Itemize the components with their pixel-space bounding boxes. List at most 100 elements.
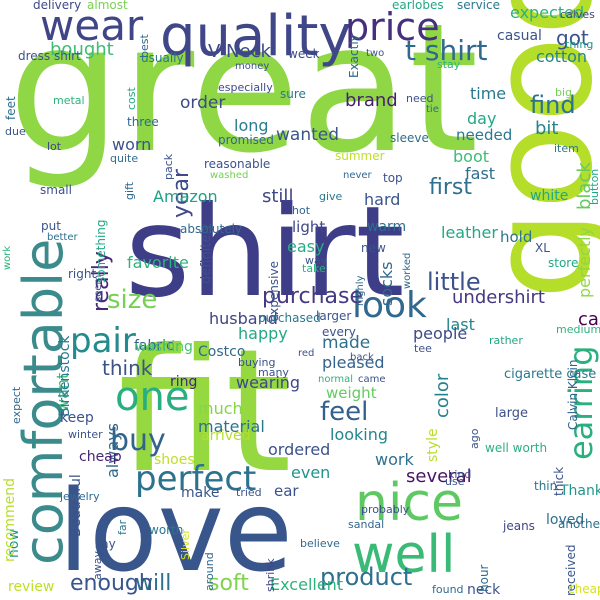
word-calvin-klein: Calvin Klein bbox=[566, 360, 580, 430]
word-white: white bbox=[530, 188, 568, 204]
word-work: work bbox=[375, 450, 414, 469]
word-definitely: definitely bbox=[199, 223, 214, 284]
word-lot: lot bbox=[47, 140, 62, 153]
word-husband: husband bbox=[209, 309, 278, 328]
word-thing: thing bbox=[565, 38, 593, 51]
word-reasonable: reasonable bbox=[204, 157, 270, 171]
word-something: something bbox=[94, 219, 108, 283]
word-another: another bbox=[558, 517, 600, 531]
word-especially: especially bbox=[218, 81, 273, 94]
word-large: large bbox=[495, 406, 528, 421]
word-ago: ago bbox=[468, 428, 481, 449]
word-fast: fast bbox=[465, 164, 495, 183]
word-winter: winter bbox=[68, 428, 103, 441]
word-delivery: delivery bbox=[33, 0, 81, 12]
word-need: need bbox=[406, 92, 434, 105]
word-perfect: perfect bbox=[135, 459, 256, 499]
word-purchased: purchased bbox=[258, 311, 321, 325]
word-bought: bought bbox=[50, 39, 114, 60]
word-sleeve: sleeve bbox=[390, 131, 429, 145]
word-kind: kind bbox=[448, 468, 471, 481]
word-fabric: fabric bbox=[134, 338, 174, 354]
word-want: want bbox=[53, 373, 72, 412]
word-really: really bbox=[89, 251, 114, 312]
word-far: far bbox=[116, 519, 129, 535]
word-calves: calves bbox=[560, 8, 595, 21]
word-week: week bbox=[288, 47, 320, 61]
word-put: put bbox=[41, 219, 61, 233]
word-three: three bbox=[127, 115, 159, 129]
word-found: found bbox=[432, 583, 464, 596]
word-purchase: purchase bbox=[262, 284, 363, 309]
word-look: look bbox=[352, 285, 427, 326]
word-thin: thin bbox=[534, 479, 557, 493]
word-size: size bbox=[107, 285, 157, 315]
word-thick: thick bbox=[552, 467, 566, 496]
word-service: service bbox=[457, 0, 500, 12]
word-recommend: recommend bbox=[2, 478, 18, 562]
word-worked: worked bbox=[402, 253, 413, 289]
word-away: away bbox=[91, 551, 104, 580]
word-love: love bbox=[58, 467, 293, 597]
word-always: always bbox=[103, 423, 122, 478]
word-buying: buying bbox=[238, 356, 275, 369]
word-material: material bbox=[198, 417, 265, 436]
word-metal: metal bbox=[53, 94, 85, 107]
word-larger: larger bbox=[316, 309, 351, 323]
word-ring: ring bbox=[170, 374, 197, 390]
word-highly: highly bbox=[355, 275, 366, 306]
word-color: color bbox=[432, 373, 453, 418]
word-expensive: expensive bbox=[267, 261, 281, 322]
word-big: big bbox=[555, 86, 572, 99]
word-almost: almost bbox=[87, 0, 128, 12]
word-absolutely: absolutely bbox=[180, 222, 242, 236]
word-style: style bbox=[425, 428, 441, 462]
word-many: many bbox=[258, 366, 289, 379]
word-button: button bbox=[588, 169, 600, 205]
word-perfectly: perfectly bbox=[575, 227, 594, 298]
word-medium: medium bbox=[556, 323, 600, 336]
word-costco: Costco bbox=[198, 344, 245, 360]
word-received: received bbox=[564, 545, 578, 596]
word-even: even bbox=[291, 463, 330, 482]
word-great: great bbox=[8, 0, 479, 192]
word-day: day bbox=[467, 109, 496, 128]
word-beautiful: Beautiful bbox=[68, 474, 84, 537]
word-socks: socks bbox=[377, 261, 396, 306]
word-around: around bbox=[203, 552, 216, 591]
word-two: two bbox=[366, 48, 384, 59]
word-pleased: pleased bbox=[322, 353, 385, 372]
word-cotton: cotton bbox=[536, 47, 587, 66]
word-right: right bbox=[68, 267, 96, 281]
word-feel: feel bbox=[320, 397, 368, 427]
word-jewelry: jewelry bbox=[59, 490, 100, 503]
word-promised: promised bbox=[218, 133, 274, 147]
word-got: got bbox=[556, 26, 589, 50]
word-wear: wear bbox=[40, 1, 144, 50]
word-dress-shirt: dress shirt bbox=[18, 49, 81, 63]
word-tee: tee bbox=[414, 342, 432, 355]
word-cheap: cheap bbox=[79, 449, 122, 465]
word-thank: Thank bbox=[559, 483, 600, 499]
word-first: first bbox=[429, 175, 472, 200]
word-cost: cost bbox=[125, 86, 138, 110]
word-made: made bbox=[322, 333, 370, 353]
word-warm: warm bbox=[367, 219, 406, 235]
word-well-worth: well worth bbox=[485, 441, 547, 455]
word-find: find bbox=[530, 91, 576, 119]
word-order: order bbox=[180, 93, 225, 113]
word-stay: stay bbox=[437, 58, 461, 71]
word-weight: weight bbox=[326, 384, 377, 402]
word-take: take bbox=[302, 262, 326, 275]
word-top: top bbox=[383, 171, 403, 185]
word-work: work bbox=[2, 246, 13, 270]
word-quite: quite bbox=[110, 152, 138, 165]
word-normal: normal bbox=[318, 374, 353, 385]
word-time: time bbox=[470, 84, 506, 103]
word-better: better bbox=[47, 232, 78, 243]
word-keep: keep bbox=[60, 410, 94, 426]
word-still: still bbox=[262, 186, 293, 207]
word-review: review bbox=[8, 579, 54, 595]
word-wearing: wearing bbox=[236, 373, 300, 392]
